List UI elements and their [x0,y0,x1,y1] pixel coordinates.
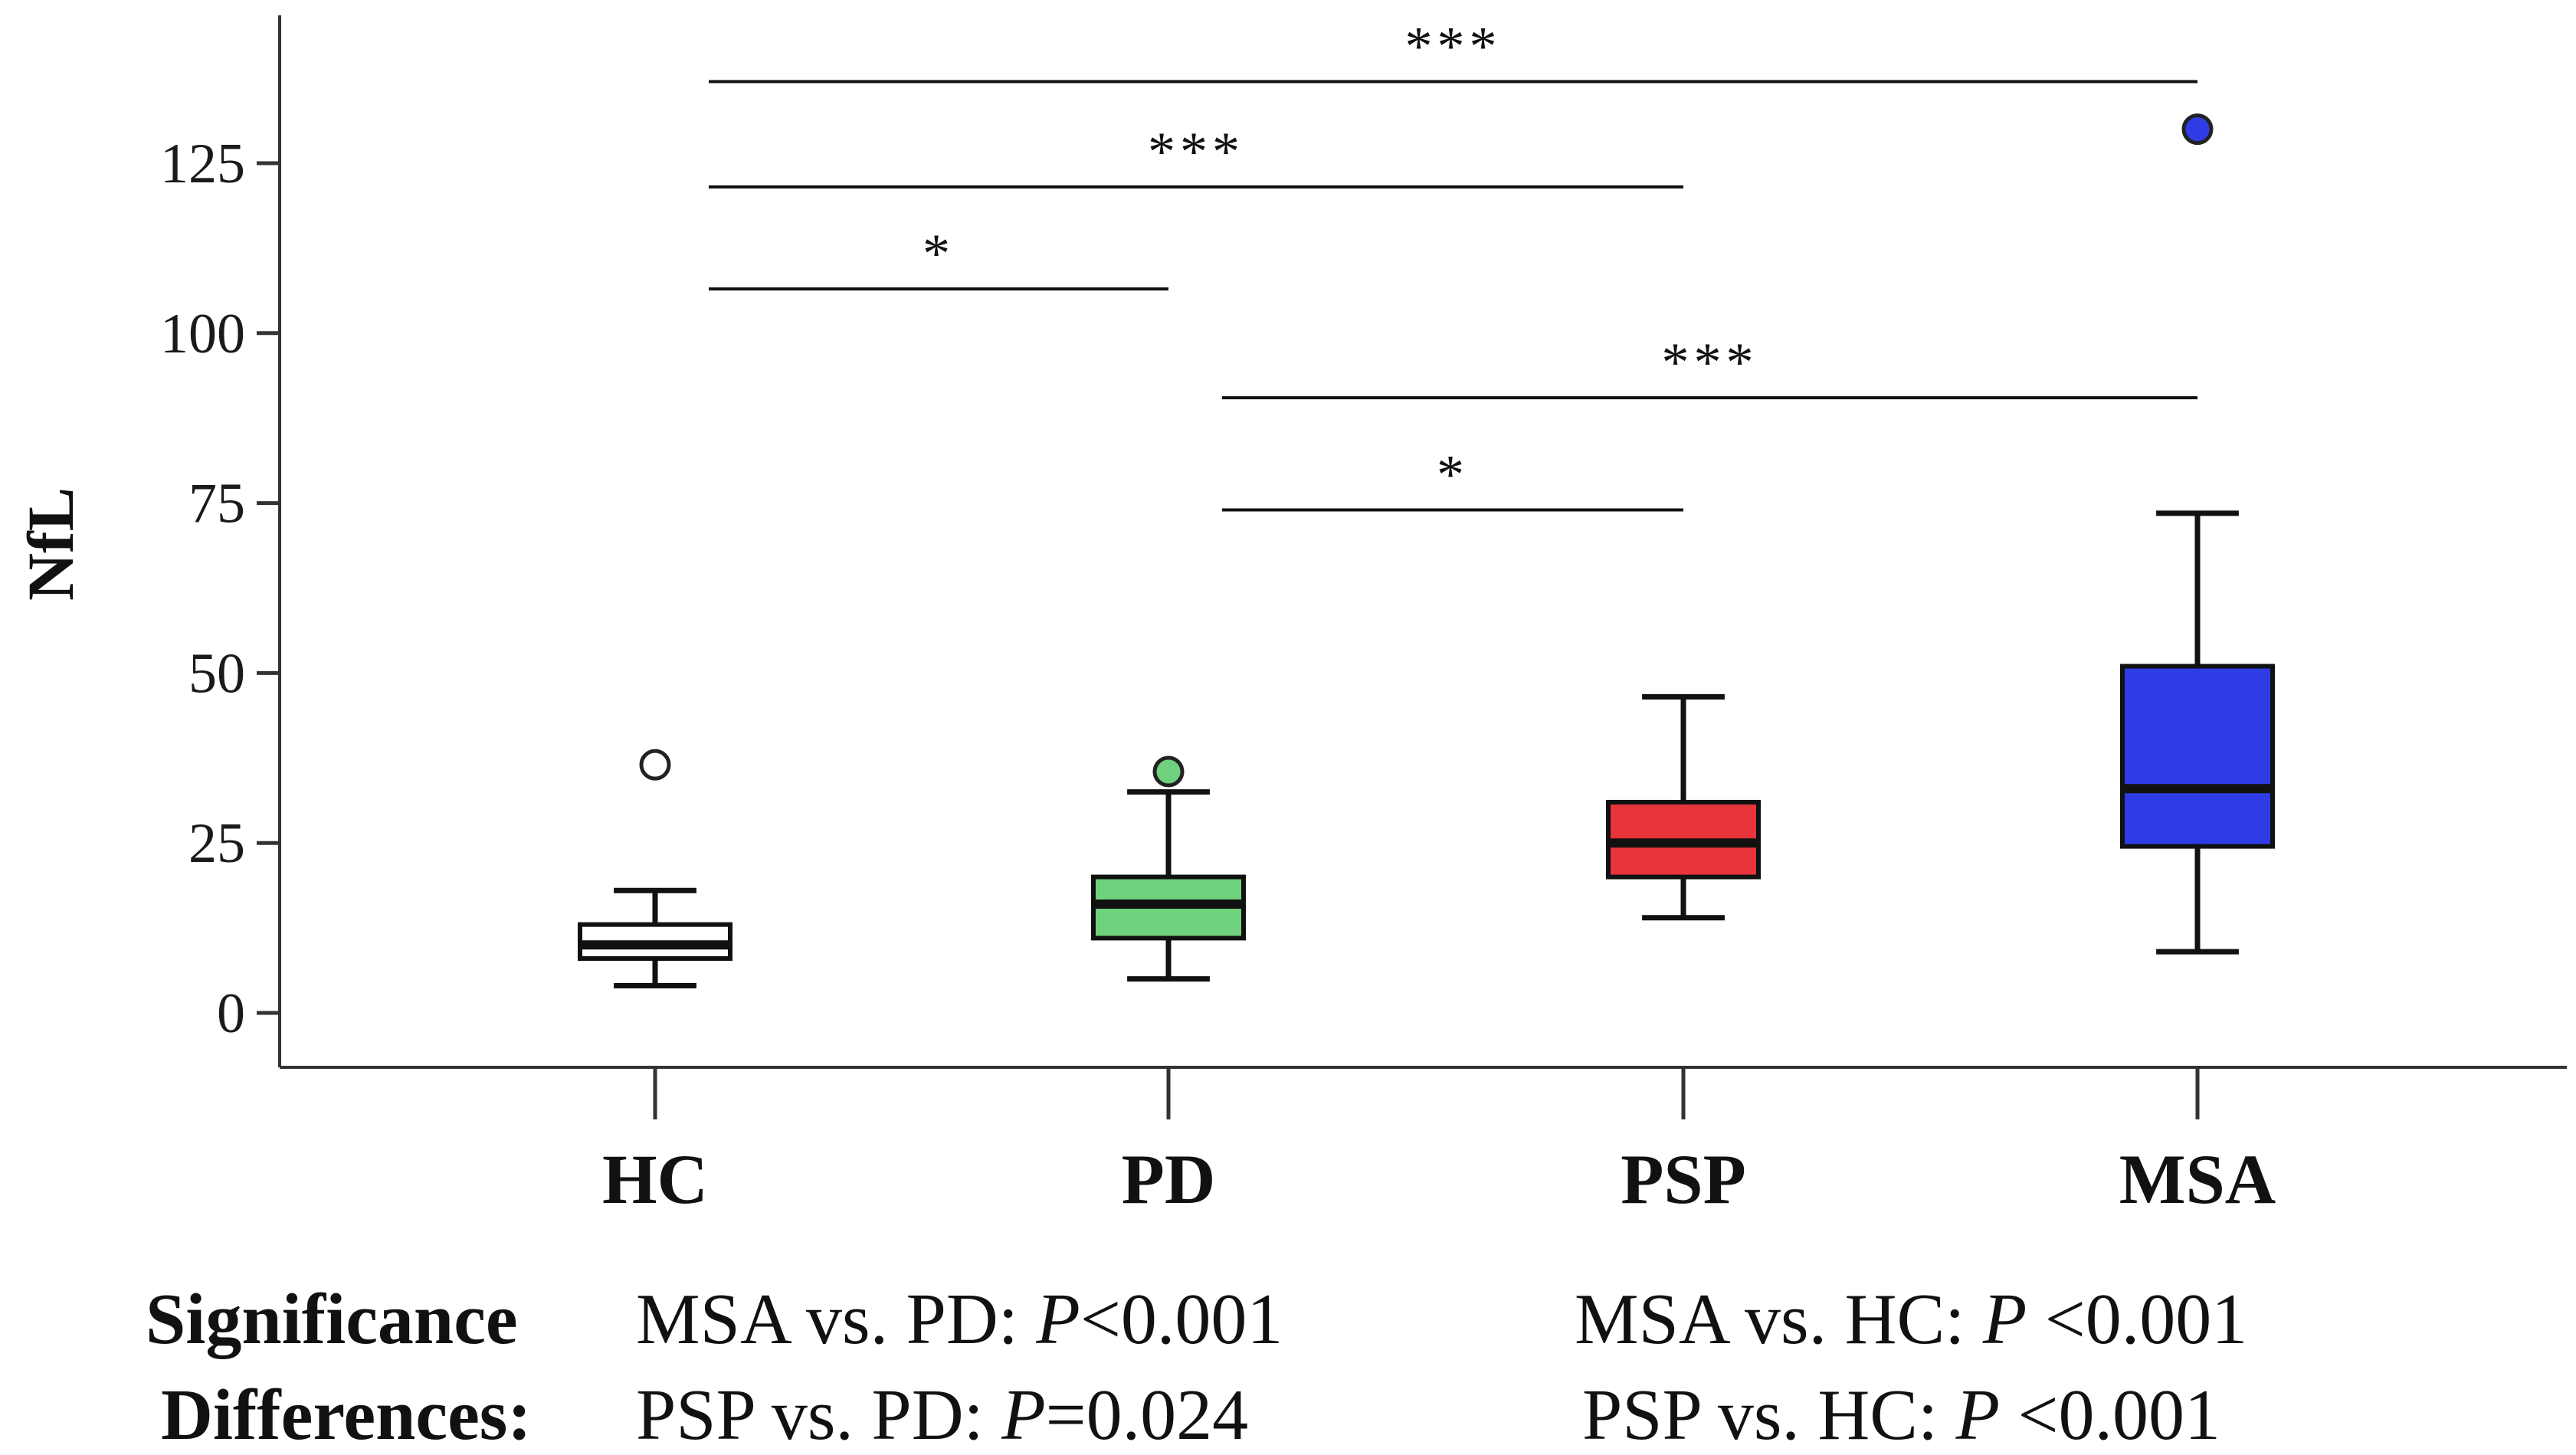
x-tick-label-msa: MSA [2119,1140,2276,1218]
y-tick-label: 75 [188,473,245,536]
y-tick-label: 125 [160,133,245,195]
stat-msa-vs-pd: MSA vs. PD: P<0.001 [636,1283,1283,1355]
footer-heading-significance: Significance [146,1280,518,1359]
outlier-point [2181,113,2214,146]
sig-hc-psp: *** [709,121,1683,189]
box-pd [1091,755,1246,982]
stat-msa-vs-hc-label: MSA vs. HC: [1575,1280,1983,1359]
stat-psp-vs-hc-p: P [1955,1375,2001,1455]
y-tick-label: 25 [188,812,245,875]
stat-psp-vs-pd-value: =0.024 [1045,1375,1249,1455]
stat-psp-vs-pd-p: P [1001,1375,1046,1455]
y-tick-label: 50 [188,642,245,705]
x-tick-label-pd: PD [1122,1140,1216,1218]
stat-msa-vs-pd-label: MSA vs. PD: [636,1280,1037,1359]
y-axis-label: NfL [14,487,87,601]
sig-hc-msa: *** [709,16,2197,84]
box-hc [578,749,732,989]
y-tick-label: 0 [217,982,245,1045]
x-tick-label-psp: PSP [1621,1140,1746,1218]
stat-psp-vs-hc-label: PSP vs. HC: [1582,1375,1956,1455]
sig-pd-psp: * [1222,444,1683,512]
y-tick-label: 100 [160,303,245,365]
significance-brackets: *********** [709,16,2197,512]
sig-label: * [1437,444,1469,505]
footer-heading-differences: Differences: [161,1375,532,1455]
sig-hc-pd: * [709,223,1168,291]
axes [257,15,2567,1119]
footer-row-2: Differences: [161,1379,532,1451]
x-tick-label-hc: HC [602,1140,708,1218]
stat-msa-vs-hc-p: P [1982,1280,2027,1359]
stat-msa-vs-pd-p: P [1036,1280,1080,1359]
x-tick-labels: HC PD PSP MSA [602,1140,2276,1218]
box-series [578,113,2275,989]
sig-label: * [923,223,955,284]
stat-psp-vs-pd: PSP vs. PD: P=0.024 [636,1379,1248,1451]
stat-psp-vs-hc: PSP vs. HC: P <0.001 [1582,1379,2220,1451]
stat-psp-vs-hc-value: <0.001 [2000,1375,2221,1455]
box-msa [2120,113,2275,955]
iqr-box [2120,664,2275,849]
sig-label: *** [1405,16,1502,77]
footer-row-1: Significance [146,1283,518,1355]
sig-pd-msa: *** [1222,332,2197,400]
outlier-point [1152,755,1185,788]
outlier-point [639,749,671,781]
stat-msa-vs-hc-value: <0.001 [2027,1280,2248,1359]
stat-psp-vs-pd-label: PSP vs. PD: [636,1375,1002,1455]
sig-label: *** [1148,121,1244,182]
y-tick-labels: 0 25 50 75 100 125 [160,133,245,1045]
box-psp [1606,693,1761,921]
stat-msa-vs-pd-value: <0.001 [1080,1280,1283,1359]
sig-label: *** [1662,332,1758,393]
stat-msa-vs-hc: MSA vs. HC: P <0.001 [1575,1283,2247,1355]
